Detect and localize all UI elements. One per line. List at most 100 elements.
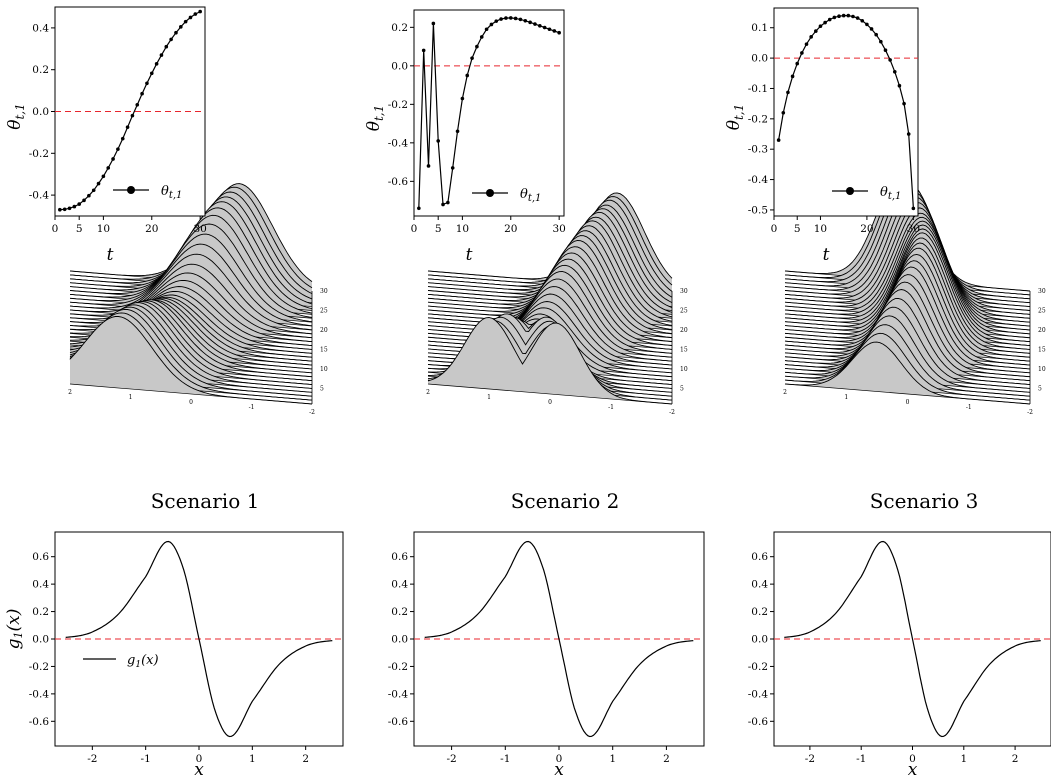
density-slice-fill — [428, 317, 672, 404]
data-point — [499, 17, 503, 21]
data-point — [823, 20, 827, 25]
data-point — [470, 56, 474, 60]
waterfall-t-tick-label: 20 — [320, 327, 328, 334]
data-point — [120, 136, 125, 141]
data-point — [77, 202, 81, 206]
data-point — [475, 44, 479, 49]
data-point — [164, 44, 169, 49]
data-point — [198, 9, 202, 14]
density-slice-line — [69, 243, 313, 327]
y-tick-label: 0.4 — [32, 22, 49, 34]
data-point — [62, 207, 67, 212]
waterfall-x-tick-label: 2 — [68, 389, 72, 396]
waterfall-t-tick-label: 10 — [680, 366, 688, 373]
legend-label: g1(x) — [127, 653, 159, 670]
y-tick-label: -0.2 — [388, 99, 408, 111]
legend-marker — [127, 186, 135, 194]
y-tick-label: -0.2 — [748, 113, 768, 125]
x-tick-label: 0 — [52, 223, 59, 235]
y-tick-label: -0.1 — [748, 83, 768, 95]
data-point — [879, 39, 883, 44]
x-tick-label: 10 — [456, 223, 469, 235]
waterfall-layer: 210-1-251015202530210-1-251015202530210-… — [68, 173, 1046, 416]
waterfall-x-tick-label: 0 — [189, 399, 193, 406]
data-point — [125, 125, 130, 129]
g-x-label: x — [194, 760, 204, 778]
scenario-titles-layer: Scenario 1 Scenario 2 Scenario 3 — [151, 489, 979, 513]
data-point — [145, 81, 149, 86]
data-point — [523, 18, 528, 23]
data-point — [426, 164, 431, 168]
data-point — [846, 13, 851, 18]
y-tick-label: 0.6 — [751, 551, 768, 563]
data-point — [538, 23, 542, 28]
y-tick-label: -0.4 — [748, 688, 769, 700]
data-point — [902, 101, 906, 106]
x-tick-label: -1 — [856, 753, 866, 765]
x-tick-label: 5 — [435, 223, 442, 235]
g-y-label: g1(x) — [4, 609, 25, 650]
y-tick-label: -0.6 — [388, 176, 409, 188]
data-point — [911, 206, 916, 211]
waterfall-t-tick-label: 5 — [320, 385, 324, 392]
x-tick-label: 5 — [76, 223, 83, 235]
data-point — [800, 51, 804, 55]
y-tick-label: 0.0 — [751, 634, 768, 646]
y-tick-label: 0.2 — [751, 606, 768, 618]
data-point — [508, 16, 513, 20]
y-tick-label: 0.2 — [32, 606, 49, 618]
y-tick-label: 0.0 — [751, 53, 768, 65]
x-tick-label: -2 — [87, 753, 97, 765]
theta-x-label: t — [823, 245, 830, 265]
scenario-title-2: Scenario 2 — [511, 489, 620, 513]
data-point — [809, 35, 813, 39]
data-point — [188, 15, 193, 20]
y-tick-label: -0.2 — [29, 661, 49, 673]
data-point — [417, 206, 421, 211]
waterfall-x-tick-label: 2 — [426, 389, 430, 396]
density-slice-line — [427, 317, 673, 405]
data-point — [489, 22, 494, 27]
y-tick-label: -0.5 — [748, 204, 768, 216]
data-point — [818, 24, 823, 29]
x-tick-label: 0 — [909, 753, 916, 765]
theta-y-label: θt,1 — [5, 103, 27, 130]
theta-x-label: t — [107, 245, 114, 265]
data-point — [547, 27, 552, 32]
data-point — [450, 166, 455, 170]
data-point — [159, 53, 164, 57]
waterfall-x-tick-label: -1 — [608, 404, 614, 411]
theta-scenario-1-panel: -0.4 -0.2 0.0 0.2 0.4 0 5 10 20 30 θt,1 t θt,1 — [5, 6, 207, 265]
data-point — [795, 61, 800, 66]
data-point — [455, 129, 460, 134]
data-point — [82, 198, 86, 203]
data-point — [183, 19, 188, 24]
series-line — [778, 15, 914, 209]
x-tick-label: 30 — [193, 223, 206, 235]
theta-y-label: θt,1 — [724, 104, 746, 131]
y-tick-label: -0.6 — [388, 716, 409, 728]
x-tick-label: 0 — [196, 753, 203, 765]
data-point — [179, 25, 183, 29]
data-point — [193, 12, 198, 16]
data-point — [790, 74, 795, 79]
y-tick-label: 0.2 — [391, 22, 408, 34]
x-tick-label: 2 — [302, 753, 309, 765]
data-point — [874, 32, 878, 37]
slice-baseline — [69, 383, 313, 405]
scenario-title-1: Scenario 1 — [151, 489, 260, 513]
data-point — [888, 58, 892, 62]
x-tick-label: 30 — [907, 223, 920, 235]
data-point — [460, 96, 465, 101]
data-point — [111, 157, 115, 161]
data-point — [897, 83, 902, 88]
y-tick-label: 0.0 — [391, 634, 408, 646]
data-point — [832, 15, 837, 20]
data-point — [513, 16, 518, 21]
waterfall-t-tick-label: 10 — [1038, 366, 1046, 373]
y-tick-label: 0.4 — [32, 579, 49, 591]
data-point — [421, 48, 426, 53]
density-slice-line — [69, 233, 313, 323]
x-tick-label: 30 — [552, 223, 565, 235]
